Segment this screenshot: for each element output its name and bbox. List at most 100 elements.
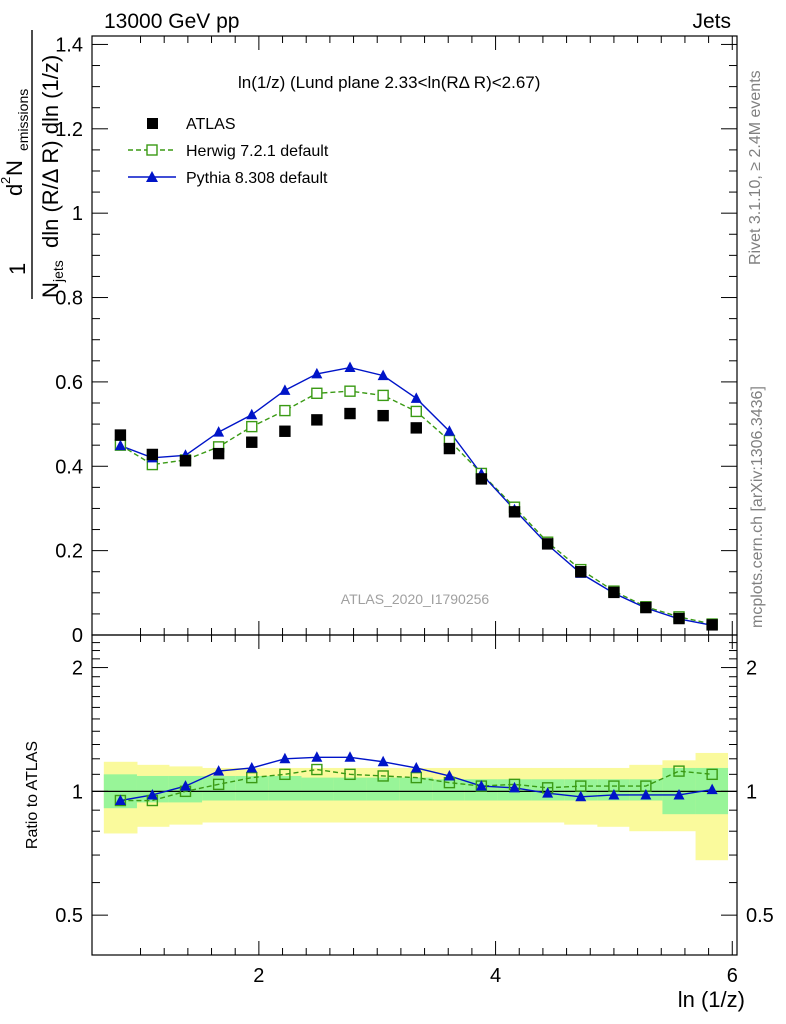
ratio-y-tick-label-right: 0.5 — [746, 905, 774, 927]
herwig-point — [279, 404, 291, 417]
herwig-ratio-line — [120, 768, 713, 802]
ylabel-n-top: N — [2, 160, 27, 176]
pythia-ratio-point — [114, 794, 126, 806]
atlas-data-point — [311, 414, 323, 426]
herwig-ratio-point — [344, 768, 356, 781]
band-inner-bin — [399, 777, 434, 801]
pythia-ratio-point — [575, 790, 587, 802]
pythia-ratio-point — [706, 783, 718, 795]
pythia-ratio-point — [311, 751, 323, 762]
rivet-version-text: Rivet 3.1.10, ≥ 2.4M events — [747, 70, 764, 265]
x-tick-label: 4 — [490, 965, 501, 987]
pythia-ratio-point — [146, 788, 158, 800]
pythia-point — [279, 384, 291, 395]
pythia-ratio-point — [344, 751, 356, 762]
pythia-ratio-point — [377, 755, 389, 767]
atlas-data-point — [246, 436, 258, 448]
atlas-data-point — [541, 538, 554, 550]
pythia-point — [443, 425, 455, 436]
atlas-data-point — [673, 612, 685, 625]
pythia-ratio-point — [640, 788, 652, 800]
herwig-point — [344, 385, 356, 397]
main-y-tick-label: 1 — [72, 203, 83, 225]
ratio-y-tick-label-right: 2 — [746, 658, 757, 680]
herwig-point — [410, 405, 422, 418]
main-y-tick-label: 0.4 — [55, 456, 83, 478]
atlas-data-point — [377, 409, 389, 422]
pythia-ratio-point — [509, 781, 521, 793]
herwig-ratio-point — [246, 771, 258, 784]
ratio-y-tick-label: 0.5 — [55, 905, 83, 927]
legend-atlas-marker — [147, 118, 158, 129]
pythia-point — [114, 439, 126, 451]
main-y-tick-label: 1.2 — [55, 119, 83, 141]
ratio-y-tick-label: 2 — [72, 658, 83, 680]
ylabel-two-superscript: 2 — [0, 177, 13, 184]
atlas-data-point — [344, 407, 356, 420]
band-inner-bin — [268, 775, 302, 801]
header-energy-label: 13000 GeV pp — [104, 10, 239, 33]
band-inner-bin — [366, 777, 401, 801]
atlas-data-point — [212, 447, 225, 460]
ylabel-jets-subscript: jets — [50, 260, 66, 283]
ratio-axes: 2 4 6 0.5 0.5 1 1 2 2 — [55, 634, 774, 987]
legend-entry-atlas: ATLAS — [147, 116, 236, 133]
mcplots-credit-text: mcplots.cern.ch [arXiv:1306.3436] — [749, 386, 766, 628]
plot-title: ln(1/z) (Lund plane 2.33<ln(RΔ R)<2.67) — [238, 73, 540, 92]
legend-herwig-label: Herwig 7.2.1 default — [186, 143, 329, 160]
ratio-y-axis-label: Ratio to ATLAS — [24, 741, 41, 849]
herwig-ratio-point — [706, 768, 718, 781]
atlas-data-point — [508, 506, 521, 518]
legend-entry-herwig: Herwig 7.2.1 default — [128, 143, 329, 160]
ylabel-d: d — [2, 184, 27, 196]
ylabel-n: N — [38, 282, 63, 298]
band-inner-bin — [301, 777, 334, 801]
pythia-ratio-point — [279, 752, 291, 764]
x-tick-label: 2 — [253, 965, 264, 987]
band-inner-bin — [333, 777, 368, 801]
pythia-point — [213, 426, 225, 437]
pythia-point — [344, 361, 356, 373]
ratio-y-tick-label: 1 — [72, 781, 83, 803]
main-y-tick-label: 0 — [72, 625, 83, 647]
atlas-data-point — [146, 448, 159, 461]
main-y-tick-label: 0.6 — [55, 372, 83, 394]
ratio-y-tick-label-right: 1 — [746, 781, 757, 803]
band-inner-bin — [432, 779, 466, 801]
pythia-ratio-point — [542, 787, 554, 798]
herwig-point — [246, 420, 258, 433]
atlas-data-point — [443, 442, 456, 455]
pythia-ratio-point — [443, 769, 455, 781]
pythia-ratio-point — [246, 761, 258, 773]
ratio-series — [114, 751, 718, 807]
analysis-watermark: ATLAS_2020_I1790256 — [341, 591, 490, 607]
x-tick-label: 6 — [727, 965, 738, 987]
pythia-point — [410, 392, 422, 403]
main-series — [114, 361, 718, 631]
herwig-ratio-point — [311, 763, 323, 776]
legend-pythia-marker — [146, 171, 158, 182]
pythia-ratio-point — [213, 765, 225, 776]
legend: ATLAS Herwig 7.2.1 default Pythia 8.308 … — [128, 116, 329, 187]
atlas-data-point — [279, 425, 291, 437]
legend-entry-pythia: Pythia 8.308 default — [128, 170, 328, 187]
pythia-point — [377, 369, 389, 381]
pythia-ratio-point — [410, 761, 422, 773]
atlas-data-point — [640, 601, 652, 614]
x-axis-label: ln (1/z) — [678, 987, 745, 1012]
pythia-ratio-point — [179, 780, 191, 791]
main-y-axis-label: 1 N jets dln (R/Δ R) dln (1/z) d 2 N emi… — [0, 30, 66, 299]
herwig-ratio-point — [410, 771, 422, 784]
header-jets-label: Jets — [692, 10, 731, 33]
herwig-point — [311, 387, 323, 399]
plot-title-text: ln(1/z) (Lund plane 2.33<ln(RΔ R)<2.67) — [238, 73, 540, 92]
main-y-tick-label: 1.4 — [55, 34, 83, 56]
atlas-data-point — [410, 422, 422, 434]
herwig-ratio-point — [377, 770, 389, 782]
band-inner-bin — [202, 775, 236, 801]
ylabel-emissions-subscript: emissions — [15, 89, 31, 151]
atlas-data-point — [475, 473, 488, 485]
main-y-tick-label: 0.2 — [55, 541, 83, 563]
ratio-frame — [91, 634, 738, 956]
